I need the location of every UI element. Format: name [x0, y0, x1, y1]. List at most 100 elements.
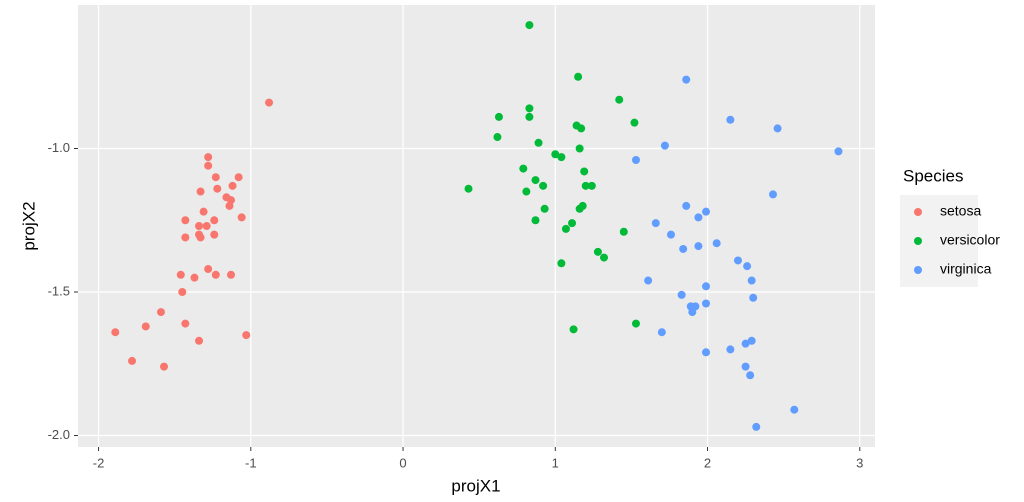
point: [682, 75, 691, 84]
point: [534, 138, 543, 147]
point: [574, 72, 583, 81]
point: [600, 253, 609, 262]
point: [178, 288, 187, 297]
point: [195, 222, 204, 230]
point: [234, 173, 243, 182]
point: [694, 242, 703, 251]
point: [749, 293, 758, 302]
point: [176, 270, 185, 279]
point: [644, 276, 653, 285]
point: [702, 348, 711, 357]
point: [631, 155, 640, 164]
point: [190, 273, 199, 282]
point: [196, 233, 205, 242]
point: [227, 270, 236, 279]
point: [726, 115, 735, 124]
legend-label: setosa: [940, 203, 981, 219]
point: [210, 216, 219, 225]
point: [204, 265, 213, 274]
point: [677, 290, 686, 299]
point: [237, 213, 246, 222]
x-axis-title: projX1: [451, 476, 500, 495]
legend-label: virginica: [940, 261, 992, 277]
point: [525, 104, 534, 113]
point: [531, 176, 540, 185]
point: [746, 371, 755, 380]
point: [694, 213, 703, 222]
point: [682, 201, 691, 210]
point: [702, 207, 711, 216]
point: [747, 276, 756, 285]
x-tick-label: 3: [856, 455, 863, 470]
point: [525, 112, 534, 121]
x-tick-label: -2: [93, 455, 105, 470]
point: [575, 144, 584, 153]
point: [587, 181, 596, 190]
point: [568, 219, 577, 228]
point: [111, 328, 120, 337]
point: [211, 270, 220, 279]
point: [539, 181, 548, 190]
point: [733, 256, 742, 265]
point: [688, 308, 697, 317]
y-tick-label: -1.0: [48, 140, 70, 155]
y-tick-label: -1.5: [48, 283, 70, 298]
point: [204, 161, 213, 170]
point: [525, 21, 534, 30]
point: [128, 356, 137, 365]
point: [712, 239, 721, 248]
point: [569, 325, 578, 334]
panel: [78, 5, 875, 447]
point: [242, 331, 251, 340]
point: [743, 262, 752, 271]
point: [561, 224, 570, 233]
point: [210, 230, 219, 239]
point: [557, 153, 566, 162]
point: [228, 181, 237, 190]
point: [577, 124, 586, 133]
point: [768, 190, 777, 199]
point: [834, 147, 843, 156]
legend-title: Species: [903, 166, 963, 185]
x-tick-label: -1: [245, 455, 257, 470]
point: [494, 112, 503, 121]
point: [726, 345, 735, 354]
legend-box: [900, 195, 978, 287]
point: [651, 219, 660, 228]
legend-key: [914, 266, 922, 274]
legend-label: versicolor: [940, 232, 1000, 248]
point: [593, 247, 602, 256]
point: [522, 187, 531, 196]
point: [519, 164, 528, 173]
point: [666, 230, 675, 239]
point: [660, 141, 669, 150]
point: [464, 184, 473, 193]
legend-key: [914, 208, 922, 216]
x-tick-label: 2: [704, 455, 711, 470]
point: [540, 204, 549, 213]
x-tick-label: 0: [399, 455, 406, 470]
point: [741, 362, 750, 371]
legend-key: [914, 237, 922, 245]
point: [265, 98, 274, 107]
point: [702, 299, 711, 308]
point: [557, 259, 566, 268]
point: [181, 216, 190, 225]
point: [702, 282, 711, 291]
point: [773, 124, 782, 133]
point: [657, 328, 666, 337]
point: [630, 118, 639, 127]
point: [747, 336, 756, 345]
point: [160, 362, 169, 371]
point: [211, 173, 220, 182]
point: [679, 244, 688, 253]
point: [631, 319, 640, 328]
point: [141, 322, 150, 331]
point: [752, 422, 761, 431]
point: [575, 204, 584, 213]
point: [741, 339, 750, 348]
y-axis-title: projX2: [19, 201, 38, 250]
point: [225, 201, 234, 210]
point: [199, 207, 208, 216]
